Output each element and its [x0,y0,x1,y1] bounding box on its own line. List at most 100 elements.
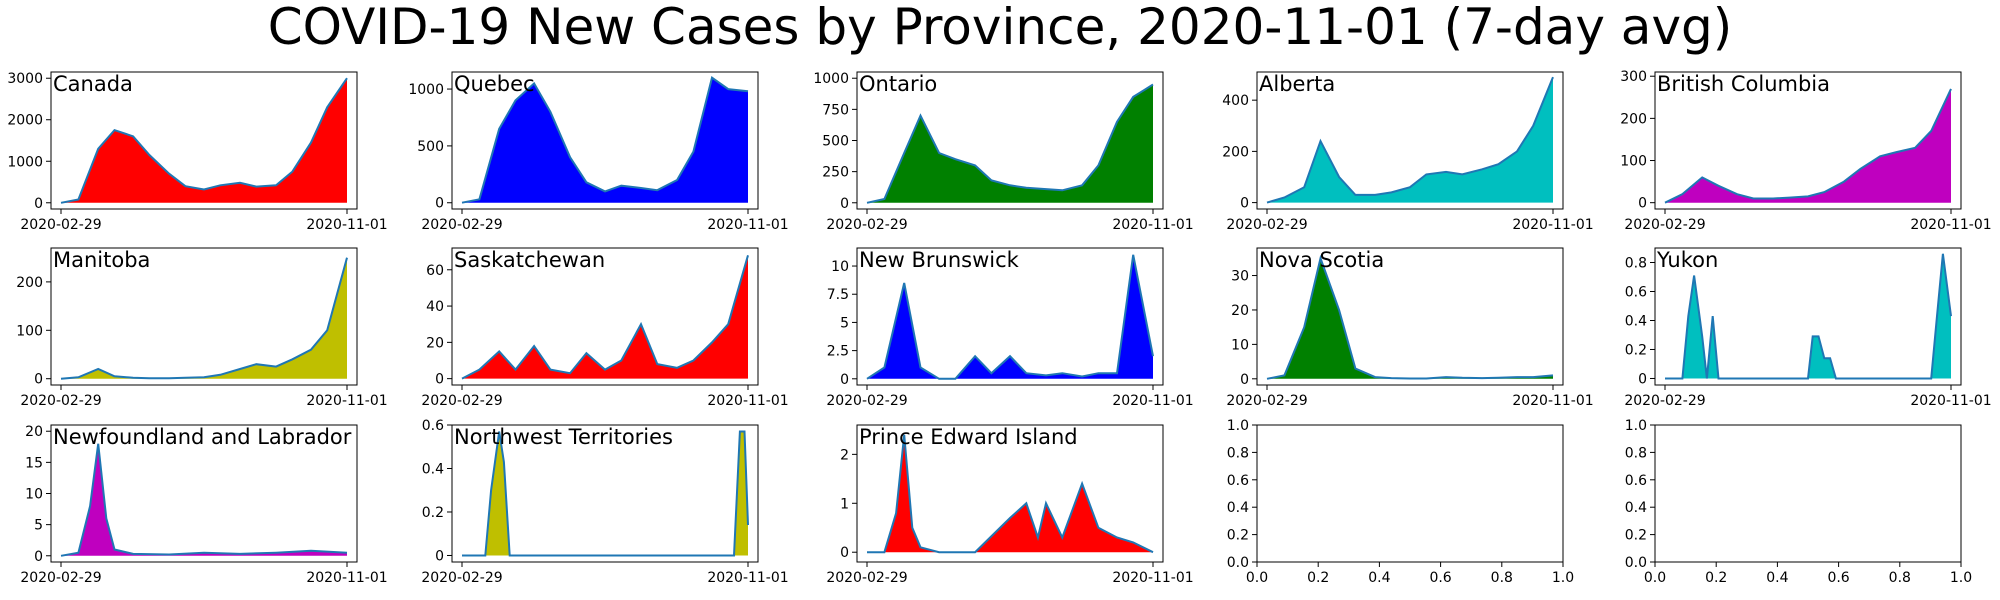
x-tick-label: 2020-11-01 [1112,393,1193,409]
y-tick-label: 3000 [7,71,43,87]
x-tick-label: 0.2 [1307,570,1329,586]
province-label: Nova Scotia [1259,248,1384,272]
area-fill [61,443,347,556]
x-tick-label: 0.2 [1705,570,1727,586]
x-tick-label: 2020-02-29 [20,217,101,233]
x-tick-label: 2020-11-01 [306,570,387,586]
y-tick-label: 250 [822,165,849,181]
x-tick-label: 0.4 [1368,570,1390,586]
y-tick-label: 1000 [7,154,43,170]
x-tick-label: 2020-02-29 [421,570,502,586]
x-tick-label: 2020-11-01 [1112,217,1193,233]
area-fill [1267,258,1553,379]
y-tick-label: 200 [16,275,43,291]
y-tick-label: 0.6 [1625,473,1647,489]
x-tick-label: 2020-02-29 [1226,393,1307,409]
y-tick-label: 750 [822,102,849,118]
x-tick-label: 2020-11-01 [1512,393,1593,409]
series-line [461,255,749,380]
x-tick-label: 2020-11-01 [707,217,788,233]
area-fill [867,254,1153,379]
y-tick-label: 0.6 [422,418,444,434]
y-tick-label: 2000 [7,113,43,129]
y-tick-label: 15 [25,455,43,471]
x-tick-label: 2020-02-29 [20,393,101,409]
area-fill [1267,77,1553,203]
y-tick-label: 0 [1240,196,1249,212]
x-tick-label: 0.4 [1766,570,1788,586]
series-line [60,257,348,380]
y-tick-label: 1000 [408,82,444,98]
y-tick-label: 0.6 [1227,473,1249,489]
y-tick-label: 1 [840,496,849,512]
x-tick-label: 2020-02-29 [20,570,101,586]
y-tick-label: 0 [435,196,444,212]
y-tick-label: 5 [34,518,43,534]
axes-frame [1256,247,1564,386]
x-tick-label: 0.0 [1644,570,1666,586]
x-tick-label: 0.8 [1491,570,1513,586]
area-fill [1665,253,1951,379]
province-label: British Columbia [1657,72,1830,96]
y-tick-label: 0 [1240,372,1249,388]
y-tick-label: 400 [1222,93,1249,109]
y-tick-label: 60 [426,263,444,279]
y-tick-label: 1.0 [1625,418,1647,434]
axes-frame [1256,71,1564,210]
x-tick-label: 2020-11-01 [1910,393,1991,409]
area-fill [61,78,347,203]
area-fill [867,434,1153,553]
y-tick-label: 5 [840,315,849,331]
y-tick-label: 7.5 [827,287,849,303]
y-tick-label: 0.4 [1625,313,1647,329]
province-label: Newfoundland and Labrador [53,425,352,449]
y-tick-label: 0.2 [1227,528,1249,544]
x-tick-label: 0.8 [1889,570,1911,586]
y-tick-label: 0 [34,372,43,388]
x-tick-label: 0.0 [1246,570,1268,586]
y-tick-label: 20 [1231,303,1249,319]
y-tick-label: 0.2 [1625,342,1647,358]
series-line [462,430,749,557]
province-label: Northwest Territories [454,425,673,449]
x-tick-label: 0.6 [1429,570,1451,586]
y-tick-label: 0.4 [422,461,444,477]
y-tick-label: 2.5 [827,344,849,360]
y-tick-label: 0 [1638,371,1647,387]
x-tick-label: 2020-02-29 [421,393,502,409]
area-fill [462,77,748,203]
axes-frame [50,71,358,210]
series-line [60,443,348,557]
y-tick-label: 500 [417,139,444,155]
y-tick-label: 0.8 [1227,445,1249,461]
y-tick-label: 100 [1620,154,1647,170]
series-line [1266,254,1554,380]
area-fill [61,257,347,379]
x-tick-label: 2020-02-29 [1624,393,1705,409]
y-tick-label: 300 [1620,69,1647,85]
axes-frame [856,247,1164,386]
x-tick-label: 1.0 [1552,570,1574,586]
province-label: Canada [53,72,133,96]
province-label: Yukon [1656,248,1718,272]
y-tick-label: 0.2 [422,505,444,521]
y-tick-label: 10 [1231,337,1249,353]
y-tick-label: 1.0 [1227,418,1249,434]
x-tick-label: 0.6 [1827,570,1849,586]
province-label: Saskatchewan [454,248,605,272]
series-line [866,83,1154,204]
y-tick-label: 20 [426,335,444,351]
area-fill [867,84,1153,203]
y-tick-label: 0 [840,196,849,212]
y-tick-label: 0 [840,545,849,561]
axes-frame [1256,424,1564,563]
x-tick-label: 2020-02-29 [826,570,907,586]
page-title: COVID-19 New Cases by Province, 2020-11-… [267,0,1733,56]
y-tick-label: 0 [840,372,849,388]
x-tick-label: 2020-11-01 [1112,570,1193,586]
y-tick-label: 1000 [813,71,849,87]
province-label: Prince Edward Island [859,425,1078,449]
x-tick-label: 2020-11-01 [1910,217,1991,233]
y-tick-label: 30 [1231,269,1249,285]
